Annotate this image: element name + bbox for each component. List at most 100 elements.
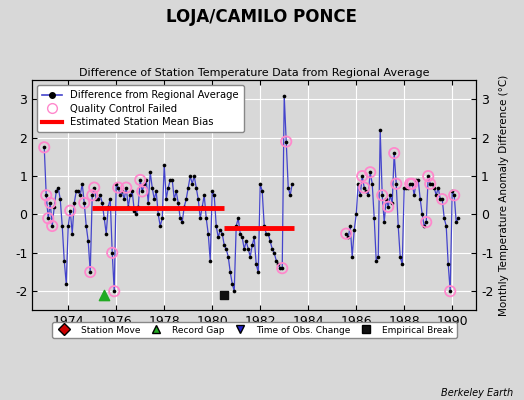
Point — [370, 215, 378, 222]
Point — [238, 234, 246, 241]
Point — [94, 196, 102, 202]
Point — [358, 173, 366, 179]
Y-axis label: Monthly Temperature Anomaly Difference (°C): Monthly Temperature Anomaly Difference (… — [499, 75, 509, 316]
Point — [116, 192, 124, 198]
Point — [410, 192, 418, 198]
Point — [92, 196, 101, 202]
Point — [184, 184, 192, 191]
Point — [180, 204, 189, 210]
Point — [40, 144, 48, 150]
Point — [192, 184, 200, 191]
Point — [438, 196, 446, 202]
Point — [230, 288, 238, 294]
Point — [146, 169, 155, 176]
Point — [208, 188, 216, 195]
Point — [52, 188, 60, 195]
Point — [240, 246, 248, 252]
Point — [64, 223, 72, 229]
Point — [220, 292, 228, 298]
Point — [142, 177, 150, 183]
Point — [376, 127, 385, 133]
Point — [218, 230, 226, 237]
Point — [428, 180, 436, 187]
Point — [170, 196, 179, 202]
Point — [284, 184, 292, 191]
Point — [404, 184, 412, 191]
Point — [286, 192, 294, 198]
Point — [414, 177, 422, 183]
Point — [452, 219, 461, 225]
Point — [374, 254, 383, 260]
Point — [416, 196, 424, 202]
Point — [138, 188, 146, 195]
Point — [408, 180, 417, 187]
Point — [70, 200, 79, 206]
Point — [236, 230, 244, 237]
Point — [108, 250, 116, 256]
Point — [56, 196, 64, 202]
Point — [42, 192, 50, 198]
Point — [140, 180, 148, 187]
Point — [288, 180, 297, 187]
Point — [72, 188, 80, 195]
Point — [210, 192, 219, 198]
Point — [244, 246, 253, 252]
Point — [126, 192, 135, 198]
Point — [148, 184, 157, 191]
Point — [266, 238, 275, 244]
Point — [194, 196, 202, 202]
Point — [342, 230, 351, 237]
Point — [66, 208, 74, 214]
Point — [380, 219, 388, 225]
Point — [360, 184, 368, 191]
Point — [174, 200, 182, 206]
Point — [394, 223, 402, 229]
Point — [438, 196, 446, 202]
Point — [168, 177, 177, 183]
Point — [280, 92, 288, 99]
Point — [418, 211, 427, 218]
Point — [450, 192, 458, 198]
Point — [350, 227, 358, 233]
Point — [40, 144, 48, 150]
Point — [386, 192, 395, 198]
Point — [88, 192, 96, 198]
Point — [384, 204, 392, 210]
Point — [172, 188, 180, 195]
Point — [422, 219, 430, 225]
Point — [88, 192, 96, 198]
Point — [422, 219, 430, 225]
Point — [364, 192, 373, 198]
Point — [222, 246, 231, 252]
Point — [76, 192, 84, 198]
Point — [136, 177, 145, 183]
Point — [160, 161, 168, 168]
Point — [254, 269, 263, 275]
Point — [432, 192, 440, 198]
Point — [224, 254, 233, 260]
Point — [138, 188, 146, 195]
Point — [352, 211, 361, 218]
Point — [100, 215, 108, 222]
Point — [114, 184, 123, 191]
Point — [98, 200, 106, 206]
Point — [420, 223, 429, 229]
Point — [42, 192, 50, 198]
Point — [82, 223, 91, 229]
Point — [122, 184, 130, 191]
Point — [278, 265, 287, 271]
Point — [400, 184, 408, 191]
Point — [204, 230, 212, 237]
Point — [114, 184, 123, 191]
Point — [178, 219, 187, 225]
Point — [122, 184, 130, 191]
Point — [448, 188, 456, 195]
Point — [368, 180, 376, 187]
Point — [382, 196, 390, 202]
Point — [102, 230, 111, 237]
Point — [354, 180, 363, 187]
Point — [110, 288, 118, 294]
Point — [66, 208, 74, 214]
Point — [388, 200, 396, 206]
Point — [346, 223, 354, 229]
